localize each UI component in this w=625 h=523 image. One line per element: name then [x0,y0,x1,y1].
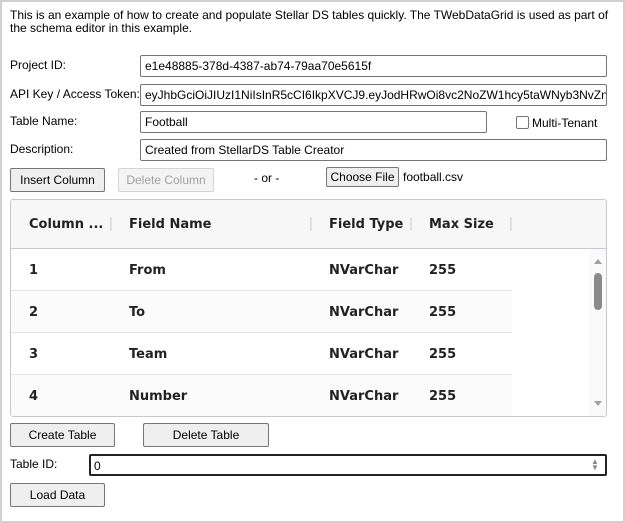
table-name-input[interactable]: Football [140,111,487,133]
table-id-label: Table ID: [10,457,58,471]
cell-column-number: 4 [29,389,39,404]
vertical-scrollbar[interactable] [589,249,606,416]
column-resize-handle[interactable] [510,217,512,231]
table-id-input[interactable]: 0 [89,454,607,476]
load-data-button[interactable]: Load Data [10,483,105,507]
cell-column-number: 2 [29,305,39,320]
table-row[interactable]: 2 To NVarChar 255 [11,291,512,333]
cell-max-size: 255 [429,389,457,404]
cell-field-type: NVarChar [329,263,399,278]
header-field-name[interactable]: Field Name [129,217,212,232]
table-row[interactable]: 3 Team NVarChar 255 [11,333,512,375]
api-key-label: API Key / Access Token: [10,87,140,101]
delete-column-button[interactable]: Delete Column [118,168,214,192]
choose-file-button[interactable]: Choose File [326,167,399,187]
header-field-type[interactable]: Field Type [329,217,404,232]
insert-column-button[interactable]: Insert Column [10,168,105,192]
cell-max-size: 255 [429,347,457,362]
scroll-down-icon[interactable] [594,401,602,406]
cell-field-type: NVarChar [329,347,399,362]
cell-field-name: To [129,305,146,320]
column-resize-handle[interactable] [310,217,312,231]
cell-max-size: 255 [429,305,457,320]
create-table-button[interactable]: Create Table [10,423,115,447]
description-input[interactable]: Created from StellarDS Table Creator [140,139,607,161]
grid-header: Column ... Field Name Field Type Max Siz… [11,200,606,249]
scrollbar-thumb[interactable] [594,273,602,310]
spinner-icon[interactable]: ▲ ▼ [591,457,599,472]
file-name: football.csv [403,170,464,184]
table-name-label: Table Name: [10,114,78,128]
delete-table-button[interactable]: Delete Table [143,423,269,447]
description-label: Description: [10,142,74,156]
api-key-input[interactable]: eyJhbGciOiJIUzI1NiIsInR5cCI6IkpXVCJ9.eyJ… [140,84,607,106]
multi-tenant-checkbox[interactable] [516,116,529,129]
multi-tenant-label: Multi-Tenant [532,116,598,130]
cell-field-name: Team [129,347,168,362]
or-separator: - or - [254,171,280,185]
schema-grid: Column ... Field Name Field Type Max Siz… [10,199,607,417]
cell-field-name: From [129,263,166,278]
scroll-up-icon[interactable] [594,259,602,264]
cell-column-number: 3 [29,347,39,362]
intro-text: This is an example of how to create and … [10,8,609,35]
cell-field-type: NVarChar [329,305,399,320]
cell-field-type: NVarChar [329,389,399,404]
table-row[interactable]: 4 Number NVarChar 255 [11,375,512,416]
cell-column-number: 1 [29,263,39,278]
header-max-size[interactable]: Max Size [429,217,494,232]
cell-field-name: Number [129,389,188,404]
column-resize-handle[interactable] [110,217,112,231]
header-column-number[interactable]: Column ... [29,217,104,232]
project-id-label: Project ID: [10,58,67,72]
table-row[interactable]: 1 From NVarChar 255 [11,249,512,291]
column-resize-handle[interactable] [410,217,412,231]
project-id-input[interactable]: e1e48885-378d-4387-ab74-79aa70e5615f [140,55,607,77]
cell-max-size: 255 [429,263,457,278]
